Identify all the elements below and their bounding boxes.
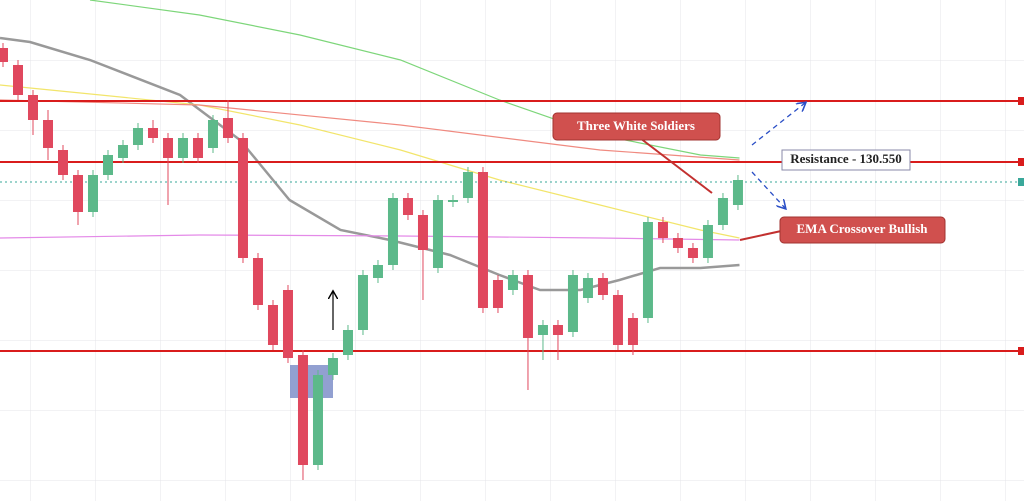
annotation: Three White Soldiers bbox=[577, 118, 695, 133]
level-marker bbox=[1018, 158, 1024, 166]
candle-body bbox=[327, 358, 338, 375]
candle-body bbox=[522, 275, 533, 338]
candle-body bbox=[177, 138, 188, 158]
pointer bbox=[639, 137, 713, 194]
candle-body bbox=[717, 198, 728, 225]
candle-body bbox=[492, 280, 503, 308]
price-marker bbox=[1018, 178, 1024, 186]
candle-body bbox=[657, 222, 668, 238]
candle-body bbox=[402, 198, 413, 215]
candle-body bbox=[552, 325, 563, 335]
moving-average bbox=[89, 0, 740, 159]
candle-body bbox=[507, 275, 518, 290]
candle-body bbox=[432, 200, 443, 268]
marks bbox=[0, 0, 1024, 480]
candle-body bbox=[312, 375, 323, 465]
candle-body bbox=[57, 150, 68, 175]
highlight-box bbox=[290, 365, 333, 398]
candle-body bbox=[117, 145, 128, 158]
level-marker bbox=[1018, 347, 1024, 355]
candle-body bbox=[537, 325, 548, 335]
candle-body bbox=[372, 265, 383, 278]
candle-body bbox=[597, 278, 608, 295]
candle-body bbox=[237, 138, 248, 258]
candle-body bbox=[42, 120, 53, 148]
candle-body bbox=[132, 128, 143, 145]
candle-body bbox=[222, 118, 233, 138]
candle-body bbox=[207, 120, 218, 148]
candle-body bbox=[447, 200, 458, 202]
level-marker bbox=[1018, 97, 1024, 105]
candle-body bbox=[477, 172, 488, 308]
candle-body bbox=[12, 65, 23, 95]
candle-body bbox=[267, 305, 278, 345]
candle-body bbox=[87, 175, 98, 212]
candle-body bbox=[252, 258, 263, 305]
candle-body bbox=[687, 248, 698, 258]
candle-body bbox=[567, 275, 578, 332]
annotation-box bbox=[552, 112, 721, 141]
candle-body bbox=[357, 275, 368, 330]
candle-body bbox=[147, 128, 158, 138]
moving-average bbox=[0, 99, 740, 161]
moving-average bbox=[0, 84, 740, 239]
candle-body bbox=[612, 295, 623, 345]
candle-body bbox=[417, 215, 428, 250]
candle-body bbox=[342, 330, 353, 355]
candle-body bbox=[72, 175, 83, 212]
annotation-box bbox=[781, 149, 911, 171]
candle-body bbox=[27, 95, 38, 120]
candle-body bbox=[642, 222, 653, 318]
candle-body bbox=[192, 138, 203, 158]
candle-body bbox=[732, 180, 743, 205]
candle-body bbox=[0, 48, 8, 62]
candle-body bbox=[282, 290, 293, 358]
annotation: EMA Crossover Bullish bbox=[797, 221, 929, 236]
annotation: Resistance - 130.550 bbox=[790, 151, 902, 166]
candle-body bbox=[672, 238, 683, 248]
projection-arrow bbox=[751, 171, 785, 208]
candle-body bbox=[102, 155, 113, 175]
candle-body bbox=[627, 318, 638, 345]
candle-body bbox=[702, 225, 713, 258]
annotation-box bbox=[779, 216, 946, 244]
candle-body bbox=[162, 138, 173, 158]
candle-body bbox=[462, 172, 473, 198]
candle-body bbox=[387, 198, 398, 265]
candle-body bbox=[582, 278, 593, 298]
candle-body bbox=[297, 355, 308, 465]
projection-arrow bbox=[751, 103, 805, 146]
